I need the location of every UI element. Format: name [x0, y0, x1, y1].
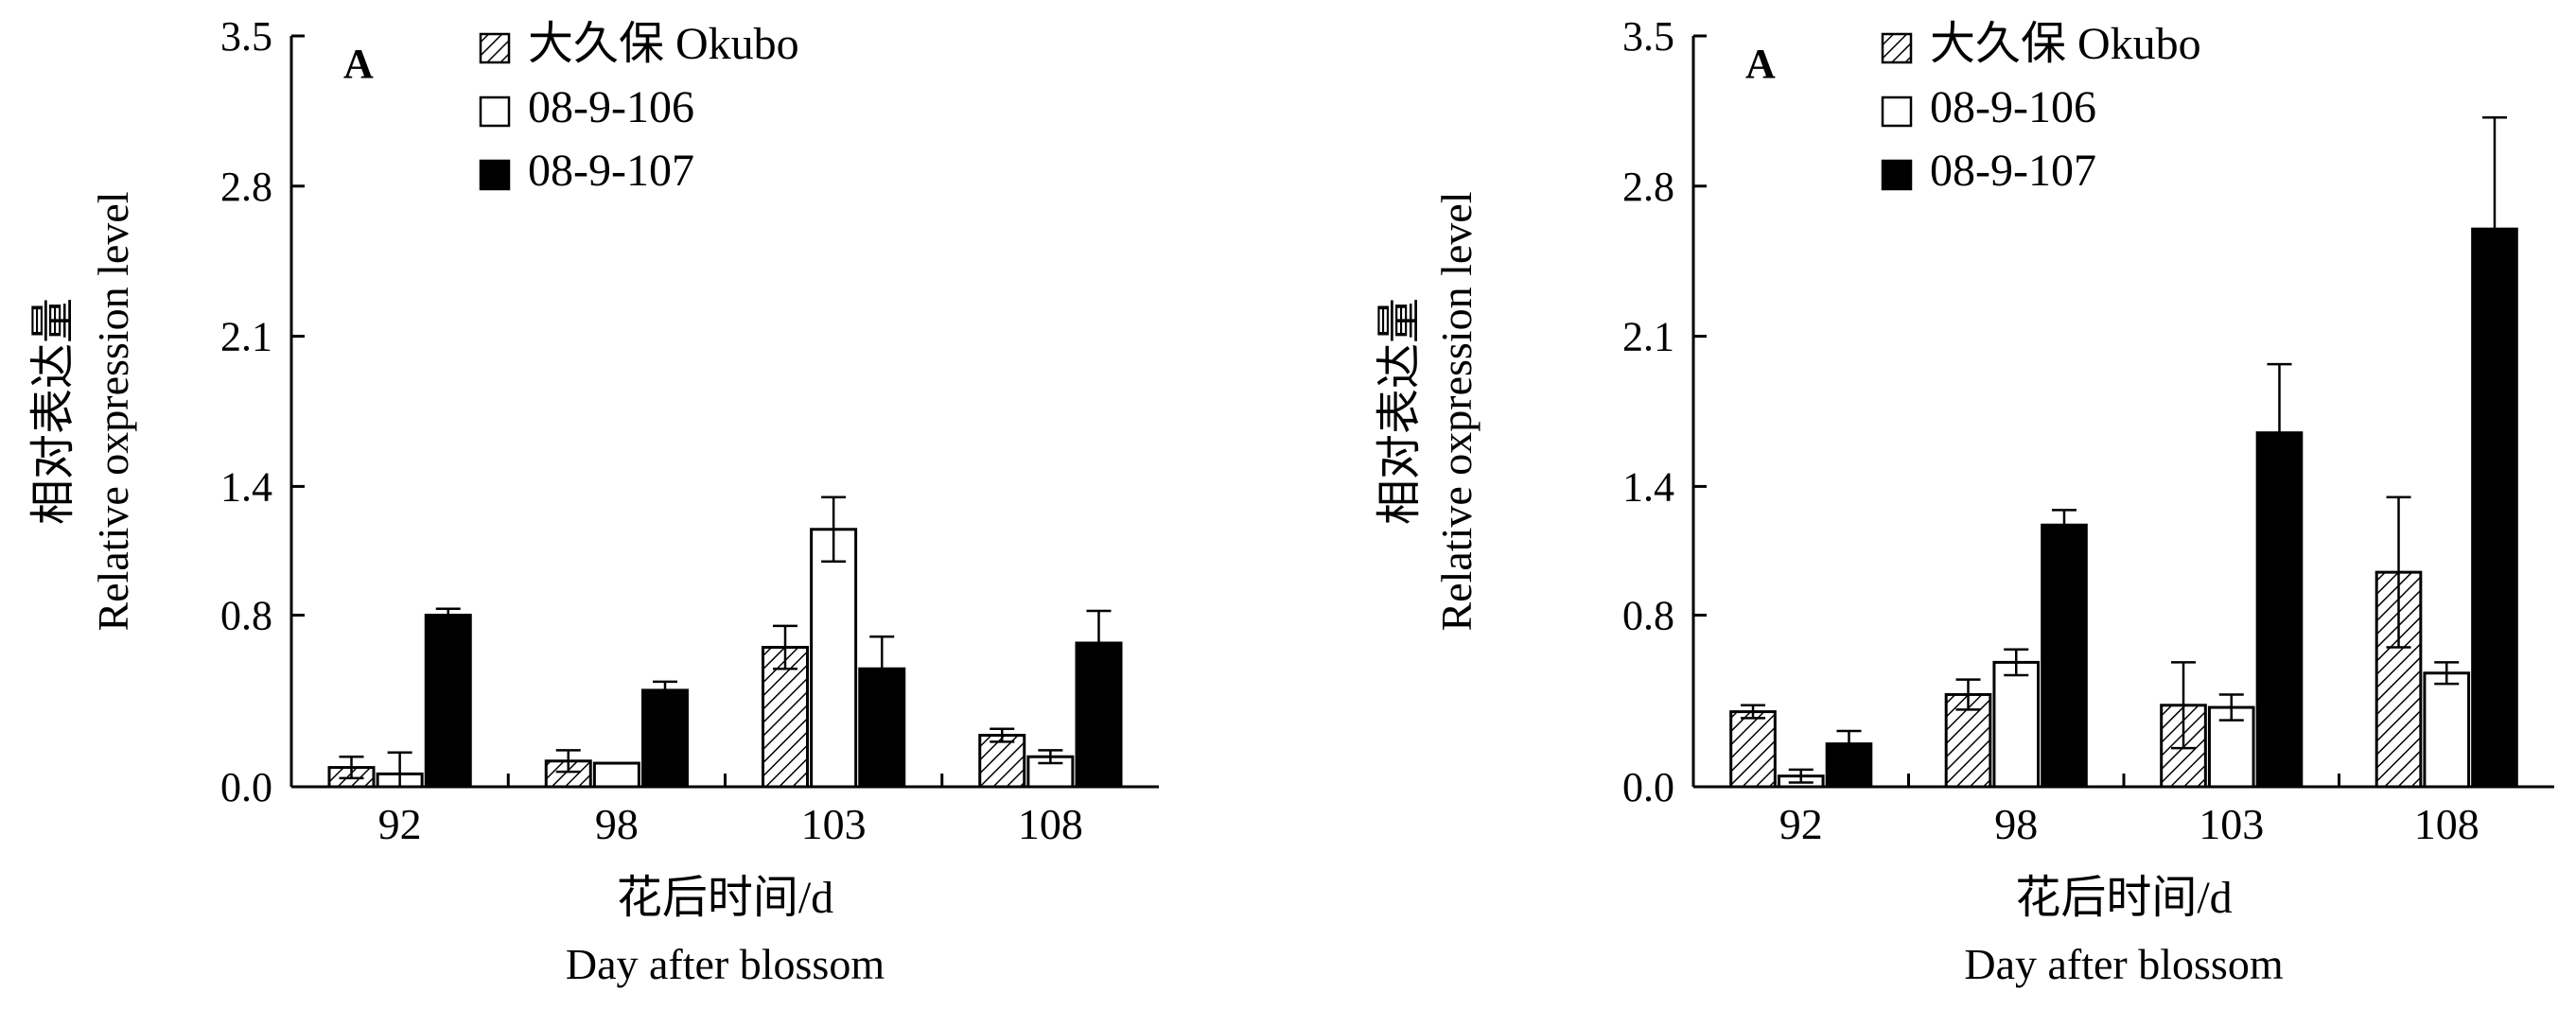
legend-swatch: [479, 96, 511, 128]
legend-label: 08-9-107: [1930, 146, 2096, 196]
x-tick-label: 92: [1779, 800, 1823, 848]
bar: [640, 688, 689, 789]
legend-label: 08-9-106: [1930, 82, 2096, 132]
x-tick-label: 103: [801, 800, 867, 848]
y-tick-label: 2.8: [1622, 164, 1674, 210]
y-tick-label: 2.8: [220, 164, 272, 210]
legend-label: 08-9-107: [528, 146, 694, 196]
x-tick-label: 108: [2414, 800, 2480, 848]
legend-label: 08-9-106: [528, 82, 694, 132]
bar: [978, 734, 1026, 789]
legend-swatch: [1881, 32, 1913, 64]
bar: [2041, 523, 2088, 789]
x-axis-label-cn: 花后时间/d: [617, 873, 833, 923]
y-tick-label: 1.4: [1622, 463, 1674, 510]
y-tick-label: 3.5: [1622, 13, 1674, 60]
chart-panel-2: 0.0 0.8 1.4 2.1 2.8 3.5 92 98 103 108 A 大久保 Okubo 08…: [1375, 13, 2554, 988]
y-tick-label: 0.8: [220, 593, 272, 639]
y-axis-label-cn: 相对表达量: [28, 298, 79, 525]
y-tick-label: 0.0: [1622, 764, 1674, 810]
y-tick-label: 1.4: [220, 463, 272, 510]
bar: [1992, 660, 2041, 789]
y-axis-label-en: Relative oxpression level: [89, 192, 137, 632]
y-tick-label: 2.1: [220, 314, 272, 360]
bar: [2423, 671, 2471, 789]
legend-swatch: [1881, 159, 1913, 191]
bar: [424, 614, 472, 789]
legend-swatch: [479, 159, 511, 191]
x-axis-label-en: Day after blossom: [566, 940, 885, 988]
chart-panel-1: 0.0 0.8 1.4 2.1 2.8 3.5 92 98 103 108 A 大久保 Okubo 08…: [28, 13, 1159, 988]
y-tick-label: 3.5: [220, 13, 272, 60]
x-tick-label: 103: [2199, 800, 2264, 848]
y-tick-label: 0.0: [220, 764, 272, 810]
bar: [762, 646, 810, 789]
x-tick-label: 108: [1018, 800, 1083, 848]
legend-swatch: [1881, 96, 1913, 128]
x-tick-label: 92: [378, 800, 422, 848]
panel-label: A: [343, 41, 374, 87]
legend-label: 大久保 Okubo: [1930, 19, 2201, 69]
x-tick-label: 98: [595, 800, 639, 848]
panel-label: A: [1745, 41, 1776, 87]
x-axis-label-cn: 花后时间/d: [2015, 873, 2232, 923]
y-axis-label-cn: 相对表达量: [1375, 298, 1425, 525]
y-tick-label: 2.1: [1622, 314, 1674, 360]
x-tick-label: 98: [1994, 800, 2038, 848]
bar: [810, 528, 858, 789]
bar: [592, 761, 640, 789]
y-axis-label-en: Relative oxpression level: [1432, 192, 1481, 632]
legend-swatch: [479, 32, 511, 64]
x-axis-label-en: Day after blossom: [1964, 940, 2283, 988]
y-tick-label: 0.8: [1622, 593, 1674, 639]
bar: [1729, 710, 1777, 789]
legend-label: 大久保 Okubo: [528, 19, 799, 69]
